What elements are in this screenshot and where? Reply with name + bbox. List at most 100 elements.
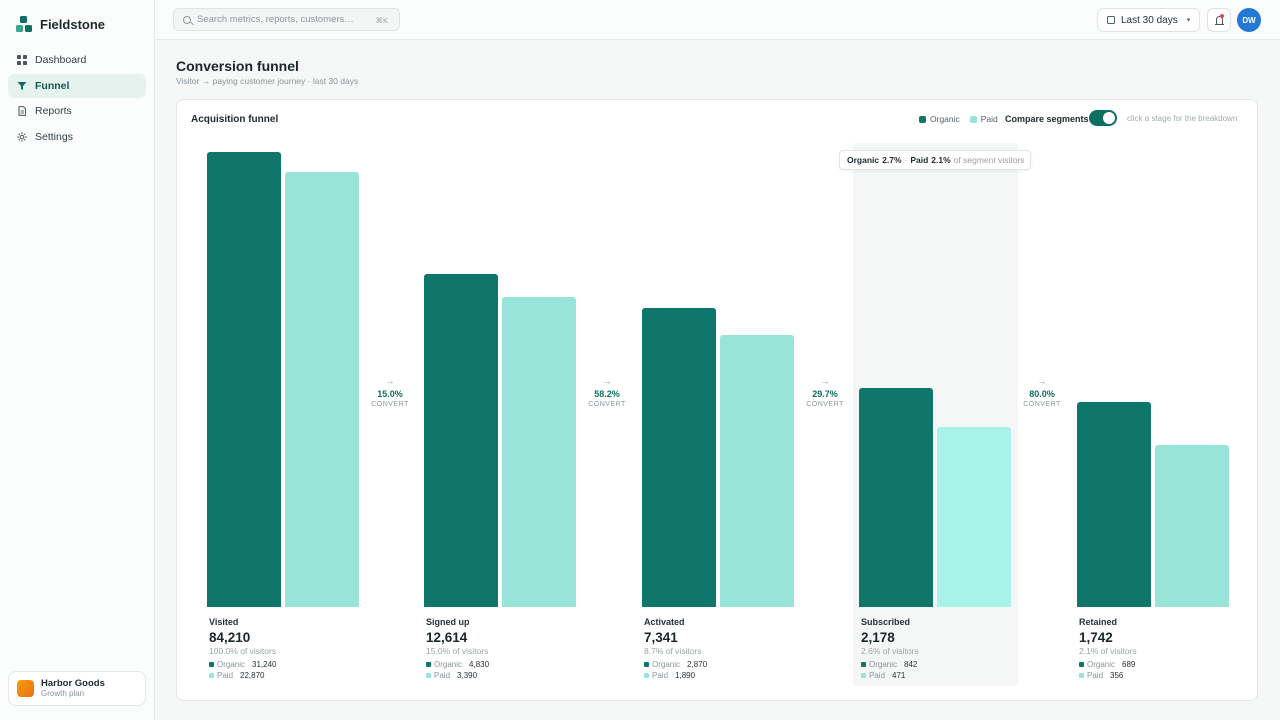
legend-label: Paid: [980, 114, 998, 124]
search-shortcut: ⌘K: [375, 16, 388, 25]
segment-paid-row: Paid 356: [1079, 671, 1123, 680]
sidebar-item-label: Reports: [35, 105, 72, 117]
legend-organic: Organic: [919, 114, 960, 124]
tooltip-separator: ·: [904, 155, 908, 165]
workspace-switcher[interactable]: Harbor Goods Growth plan: [8, 671, 146, 706]
page-subtitle: Visitor → paying customer journey · last…: [176, 76, 359, 86]
segment-tooltip: Organic 2.7% · Paid 2.1% of segment visi…: [839, 150, 1031, 170]
sidebar-item-settings[interactable]: Settings: [8, 125, 146, 149]
stage-total: 84,210: [209, 630, 251, 645]
legend-label: Organic: [930, 114, 960, 124]
bar-organic-visited[interactable]: [207, 151, 281, 607]
bar-organic-retained[interactable]: [1077, 401, 1151, 607]
stage-percent: 2.6% of visitors: [861, 646, 919, 656]
bar-paid-activated[interactable]: [720, 335, 794, 607]
tooltip-paid-label: Paid: [910, 155, 929, 165]
filter-icon: [17, 81, 27, 91]
conversion-rate: → 29.7% CONVERT: [795, 376, 855, 408]
conversion-label: CONVERT: [806, 401, 844, 408]
segment-value: 3,390: [457, 671, 478, 680]
sidebar-item-reports[interactable]: Reports: [8, 99, 146, 123]
segment-organic-row: Organic 2,870: [644, 660, 707, 669]
sidebar-item-label: Funnel: [35, 79, 70, 92]
bar-organic-activated[interactable]: [642, 308, 716, 607]
page-title: Conversion funnel: [176, 58, 299, 74]
arrow-right-icon: →: [1037, 376, 1047, 386]
sidebar-item-dashboard[interactable]: Dashboard: [8, 48, 146, 72]
stage-name: Subscribed: [861, 617, 911, 627]
segment-label: Organic: [1087, 660, 1116, 669]
segment-organic-row: Organic 689: [1079, 660, 1135, 669]
segment-dot: [1079, 662, 1084, 667]
calendar-icon: [1107, 16, 1115, 24]
notification-dot: [1220, 14, 1224, 18]
search-input[interactable]: [197, 14, 367, 25]
stage-name: Signed up: [426, 617, 470, 627]
conversion-percent: 80.0%: [1029, 389, 1055, 399]
user-avatar[interactable]: DW: [1237, 8, 1261, 32]
segment-label: Paid: [434, 671, 451, 680]
bar-paid-retained[interactable]: [1155, 444, 1229, 607]
conversion-percent: 58.2%: [594, 389, 620, 399]
segment-label: Organic: [652, 660, 681, 669]
hint-text: click a stage for the breakdown: [1127, 114, 1238, 123]
fieldstone-logo-icon: [16, 16, 32, 32]
workspace-plan: Growth plan: [41, 689, 85, 698]
segment-dot: [1079, 673, 1084, 678]
bar-paid-signed-up[interactable]: [502, 297, 576, 607]
bell-icon: [1214, 16, 1224, 25]
date-range-label: Last 30 days: [1121, 14, 1178, 26]
segment-value: 1,890: [675, 671, 696, 680]
tooltip-paid-value: 2.1%: [931, 155, 951, 165]
sidebar-item-label: Dashboard: [35, 54, 87, 66]
search-box[interactable]: ⌘K: [173, 8, 400, 31]
segment-label: Paid: [1087, 671, 1104, 680]
stage-total: 7,341: [644, 630, 678, 645]
segment-dot: [644, 662, 649, 667]
stage-name: Visited: [209, 617, 239, 627]
date-range-button[interactable]: Last 30 days ▾: [1097, 8, 1200, 32]
segment-value: 31,240: [252, 660, 277, 669]
funnel-card: Acquisition funnel Organic Paid Compare …: [176, 99, 1258, 701]
legend: Organic Paid: [919, 114, 998, 124]
conversion-rate: → 15.0% CONVERT: [360, 376, 420, 408]
segment-label: Paid: [217, 671, 234, 680]
tooltip-organic-value: 2.7%: [882, 155, 902, 165]
grid-icon: [17, 55, 27, 65]
compare-label: Compare segments: [1005, 114, 1089, 124]
bar-organic-signed-up[interactable]: [424, 273, 498, 607]
segment-dot: [644, 673, 649, 678]
arrow-right-icon: →: [820, 376, 830, 386]
conversion-rate: → 58.2% CONVERT: [577, 376, 637, 408]
stage-name: Retained: [1079, 617, 1118, 627]
brand[interactable]: Fieldstone: [16, 16, 105, 32]
segment-paid-row: Paid 22,870: [209, 671, 264, 680]
segment-value: 22,870: [240, 671, 265, 680]
compare-toggle[interactable]: [1089, 110, 1117, 126]
conversion-label: CONVERT: [371, 401, 409, 408]
segment-paid-row: Paid 471: [861, 671, 905, 680]
organic-swatch: [919, 115, 926, 123]
conversion-percent: 15.0%: [377, 389, 403, 399]
segment-value: 842: [904, 660, 918, 669]
segment-paid-row: Paid 1,890: [644, 671, 695, 680]
stage-percent: 15.0% of visitors: [426, 646, 489, 656]
segment-value: 689: [1122, 660, 1136, 669]
segment-organic-row: Organic 4,830: [426, 660, 489, 669]
stage-percent: 100.0% of visitors: [209, 646, 277, 656]
topbar: ⌘K Last 30 days ▾ DW: [155, 0, 1280, 40]
bar-paid-subscribed[interactable]: [937, 426, 1011, 607]
sidebar-item-funnel[interactable]: Funnel: [8, 73, 146, 98]
workspace-logo-icon: [17, 680, 34, 697]
conversion-label: CONVERT: [588, 401, 626, 408]
bar-paid-visited[interactable]: [285, 172, 359, 607]
stage-percent: 8.7% of visitors: [644, 646, 702, 656]
tooltip-suffix: of segment visitors: [953, 155, 1025, 165]
sidebar: Fieldstone Dashboard Funnel Reports Sett…: [0, 0, 155, 720]
segment-dot: [209, 662, 214, 667]
document-icon: [17, 106, 27, 116]
gear-icon: [17, 131, 27, 142]
notifications-button[interactable]: [1207, 8, 1231, 32]
segment-value: 2,870: [687, 660, 708, 669]
bar-organic-subscribed[interactable]: [859, 388, 933, 607]
